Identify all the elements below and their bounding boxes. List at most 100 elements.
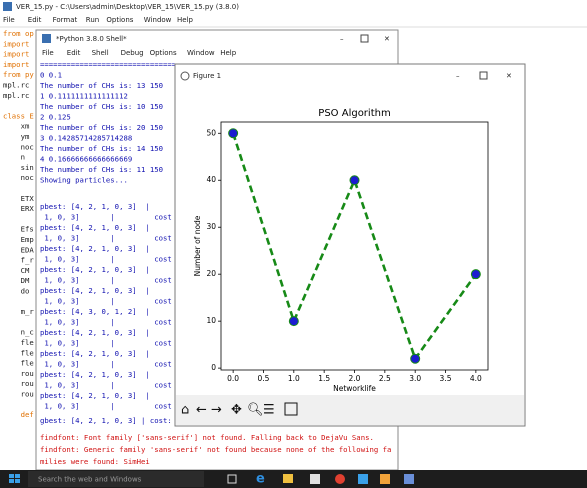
plot-area <box>221 122 488 370</box>
code-line: fle <box>3 338 34 347</box>
output-line: pbest: [4, 2, 1, 0, 3] | <box>40 265 150 274</box>
figure-icon <box>181 72 189 80</box>
warning-line: findfont: Generic family 'sans-serif' no… <box>40 445 391 454</box>
code-line: noc <box>3 173 34 182</box>
code-line: rou <box>3 390 34 399</box>
chart: PSO Algorithm Networklife Number of node 0.… <box>193 108 488 393</box>
minimize-button[interactable]: – <box>340 35 344 43</box>
close-button[interactable]: ✕ <box>384 35 390 43</box>
code-line: rou <box>3 379 34 388</box>
output-line: 1, 0, 3] | cost cu <box>40 297 185 306</box>
code-line: import <box>3 60 29 69</box>
code-line: noc <box>3 142 34 151</box>
code-line: fle <box>3 359 34 368</box>
code-line: n <box>3 153 25 162</box>
output-line: 1, 0, 3] | cost cu <box>40 255 185 264</box>
configure-button[interactable]: ☰ <box>263 403 275 418</box>
code-line: xm <box>3 122 30 131</box>
menu-item[interactable]: Shell <box>92 49 109 57</box>
output-line: The number of CHs is: 13 150 <box>40 81 163 90</box>
menu-item[interactable]: Window <box>144 16 172 24</box>
x-tick-label: 1.5 <box>318 374 330 383</box>
data-point <box>411 354 420 363</box>
output-line: The number of CHs is: 14 150 <box>40 144 163 153</box>
x-tick-label: 0.0 <box>227 374 239 383</box>
output-line: 1, 0, 3] | cost cu <box>40 276 185 285</box>
menu-item[interactable]: File <box>3 16 15 24</box>
back-button[interactable]: ← <box>196 403 207 418</box>
code-line: import <box>3 50 29 59</box>
y-tick-label: 50 <box>206 128 216 137</box>
code-line: sin <box>3 163 34 172</box>
edge-icon[interactable]: e <box>256 472 265 487</box>
output-line: 1, 0, 3] | cost cu <box>40 339 185 348</box>
code-line: CM <box>3 266 30 275</box>
x-tick-label: 1.0 <box>288 374 300 383</box>
code-line: f_r <box>3 256 34 265</box>
output-line: ================================== <box>40 60 190 69</box>
code-line: ETX <box>3 194 34 203</box>
app-icon[interactable] <box>358 474 368 484</box>
home-button[interactable]: ⌂ <box>181 403 189 418</box>
chrome-icon[interactable] <box>335 474 345 484</box>
output-line: pbest: [4, 2, 1, 0, 3] | <box>40 202 150 211</box>
explorer-icon[interactable] <box>283 474 293 483</box>
pan-button[interactable]: ✥ <box>231 403 242 418</box>
x-axis-label: Networklife <box>333 384 376 393</box>
editor-icon <box>3 2 12 11</box>
menu-item[interactable]: Options <box>106 16 133 24</box>
y-axis-label: Number of node <box>193 215 202 276</box>
y-tick-label: 10 <box>206 316 216 325</box>
menu-item[interactable]: Format <box>53 16 78 24</box>
code-line: DM <box>3 276 30 285</box>
output-line: 1 0.1111111111111112 <box>40 92 128 101</box>
menu-item[interactable]: File <box>42 49 54 57</box>
data-point <box>350 176 359 185</box>
menu-item[interactable]: Run <box>86 16 99 24</box>
warning-line: findfont: Font family ['sans-serif'] not… <box>40 433 374 442</box>
menu-item[interactable]: Window <box>187 49 215 57</box>
forward-button[interactable]: → <box>211 403 222 418</box>
app-icon[interactable] <box>404 474 414 484</box>
chart-title: PSO Algorithm <box>318 108 390 119</box>
menu-item[interactable]: Edit <box>67 49 81 57</box>
figure-title: Figure 1 <box>193 72 221 80</box>
code-line: m_r <box>3 307 34 316</box>
minimize-button[interactable]: – <box>456 72 460 80</box>
code-line: ERX <box>3 204 34 213</box>
y-tick-label: 30 <box>206 222 216 231</box>
menu-item[interactable]: Debug <box>121 49 144 57</box>
code-line: ym <box>3 132 30 141</box>
editor-title: VER_15.py - C:\Users\admin\Desktop\VER_1… <box>16 3 239 11</box>
warning-line: milies were found: SimHei <box>40 457 150 466</box>
close-button[interactable]: ✕ <box>506 72 512 80</box>
code-line: n_c <box>3 328 34 337</box>
output-line: 1, 0, 3] | cost cu <box>40 402 185 411</box>
output-line: pbest: [4, 2, 1, 0, 3] | <box>40 328 150 337</box>
shell-icon <box>42 34 51 43</box>
menu-item[interactable]: Help <box>220 49 237 57</box>
data-point <box>229 129 238 138</box>
output-line: The number of CHs is: 20 150 <box>40 123 163 132</box>
store-icon[interactable] <box>310 474 320 484</box>
search-placeholder: Search the web and Windows <box>38 476 142 484</box>
data-point <box>471 270 480 279</box>
output-line: 1, 0, 3] | cost cu <box>40 234 185 243</box>
menu-item[interactable]: Edit <box>28 16 42 24</box>
x-tick-label: 3.0 <box>409 374 421 383</box>
app-icon[interactable] <box>380 474 390 484</box>
zoom-button[interactable]: 🔍︎ <box>247 403 264 418</box>
menu-item[interactable]: Options <box>150 49 177 57</box>
code-line: from py <box>3 70 34 79</box>
x-tick-label: 0.5 <box>258 374 270 383</box>
code-line: Efs <box>3 225 34 234</box>
output-line: gbest: [4, 2, 1, 0, 3] | cost: 1 <box>40 416 181 425</box>
code-line: import <box>3 39 29 48</box>
output-line: Showing particles... <box>40 176 128 185</box>
x-tick-label: 2.0 <box>349 374 361 383</box>
menu-item[interactable]: Help <box>177 16 194 24</box>
y-tick-label: 40 <box>206 175 216 184</box>
output-line: pbest: [4, 2, 1, 0, 3] | <box>40 244 150 253</box>
output-line: 4 0.16666666666666669 <box>40 155 132 164</box>
output-line: pbest: [4, 2, 1, 0, 3] | <box>40 286 150 295</box>
